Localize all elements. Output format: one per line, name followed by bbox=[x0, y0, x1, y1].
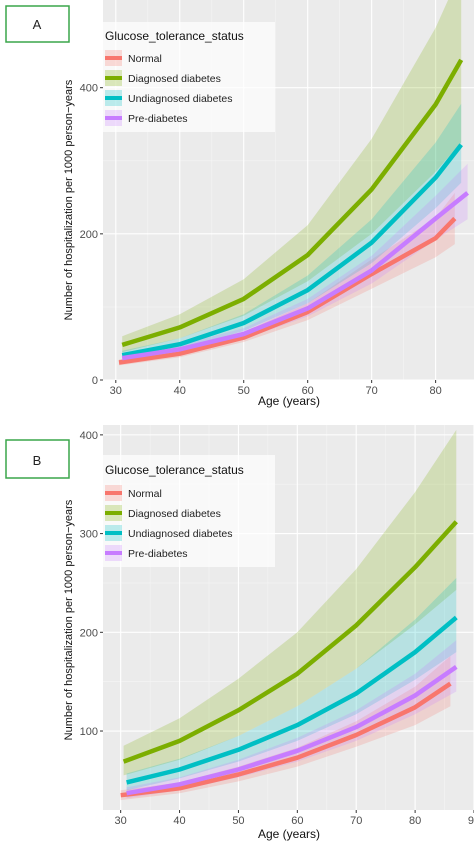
legend-entry-label: Pre-diabetes bbox=[128, 113, 188, 125]
panel-a-legend: Glucose_tolerance_status Normal Diagnosed… bbox=[103, 22, 275, 132]
x-tick-label: 70 bbox=[350, 815, 362, 827]
panel-b-x-axis-title: Age (years) bbox=[258, 827, 320, 841]
panel-b-label-box bbox=[5, 439, 70, 479]
panel-a-tick-labels: 30 40 50 60 70 80 0 200 400 bbox=[80, 83, 442, 397]
x-tick-label: 60 bbox=[302, 385, 314, 397]
confidence-band-normal bbox=[120, 656, 451, 801]
legend-entry-label: Normal bbox=[128, 488, 162, 500]
series-line-pre-diabetes bbox=[126, 665, 458, 796]
confidence-band-undiagnosed-diabetes bbox=[126, 578, 457, 791]
x-tick-label: 80 bbox=[409, 815, 421, 827]
series-line-normal bbox=[118, 216, 457, 365]
confidence-band-pre-diabetes bbox=[122, 163, 468, 361]
panel-b-label: B bbox=[33, 453, 42, 468]
y-tick-label: 200 bbox=[80, 627, 98, 639]
x-tick-label: 40 bbox=[174, 385, 186, 397]
x-tick-label: 60 bbox=[291, 815, 303, 827]
legend-entry-label: Diagnosed diabetes bbox=[128, 73, 221, 85]
panel-a-confidence-bands bbox=[119, 0, 468, 366]
panel-a-x-axis-title: Age (years) bbox=[258, 394, 320, 408]
panel-b-legend-title: Glucose_tolerance_status bbox=[105, 463, 244, 477]
panel-a-label: A bbox=[33, 17, 42, 32]
confidence-band-diagnosed-diabetes bbox=[122, 0, 462, 353]
x-tick-label: 70 bbox=[366, 385, 378, 397]
panel-b-tick-labels: 30 40 50 60 70 80 90 100 200 300 400 bbox=[80, 430, 474, 827]
x-tick-label: 50 bbox=[232, 815, 244, 827]
series-line-pre-diabetes bbox=[121, 191, 470, 361]
series-line-normal bbox=[120, 681, 452, 798]
x-tick-label: 90 bbox=[468, 815, 474, 827]
panel-a-label-box bbox=[5, 5, 70, 43]
series-line-undiagnosed-diabetes bbox=[126, 615, 458, 785]
x-tick-label: 50 bbox=[238, 385, 250, 397]
panel-b-legend-background bbox=[103, 455, 275, 567]
series-line-undiagnosed-diabetes bbox=[121, 143, 463, 358]
legend-entry-label: Diagnosed diabetes bbox=[128, 508, 221, 520]
panel-b: B 30 40 50 60 70 80 90 100 200 300 400 Age (years)… bbox=[5, 425, 474, 841]
panel-a-y-axis-title: Number of hospitalization per 1000 perso… bbox=[63, 79, 75, 320]
x-tick-label: 30 bbox=[115, 815, 127, 827]
y-tick-label: 100 bbox=[80, 726, 98, 738]
y-tick-label: 200 bbox=[80, 229, 98, 241]
panel-b-legend: Glucose_tolerance_status Normal Diagnosed… bbox=[103, 455, 275, 567]
panel-b-series-lines bbox=[120, 520, 458, 798]
x-tick-label: 80 bbox=[429, 385, 441, 397]
x-tick-label: 30 bbox=[110, 385, 122, 397]
series-line-diagnosed-diabetes bbox=[122, 520, 458, 764]
legend-entry-label: Normal bbox=[128, 53, 162, 65]
confidence-band-normal bbox=[119, 192, 455, 366]
x-tick-label: 40 bbox=[173, 815, 185, 827]
series-line-diagnosed-diabetes bbox=[121, 58, 464, 348]
y-tick-label: 0 bbox=[92, 375, 98, 387]
panel-b-y-axis-title: Number of hospitalization per 1000 perso… bbox=[63, 499, 75, 740]
confidence-band-diagnosed-diabetes bbox=[123, 429, 457, 776]
panel-a-legend-background bbox=[103, 22, 275, 132]
y-tick-label: 400 bbox=[80, 83, 98, 95]
legend-entry-label: Undiagnosed diabetes bbox=[128, 93, 233, 105]
y-tick-label: 300 bbox=[80, 529, 98, 541]
panel-a: A 30 40 50 60 70 80 0 200 400 Age (years) Number… bbox=[5, 0, 474, 408]
panel-a-legend-title: Glucose_tolerance_status bbox=[105, 29, 244, 43]
legend-entry-label: Pre-diabetes bbox=[128, 548, 188, 560]
panel-a-series-lines bbox=[118, 58, 470, 365]
confidence-band-undiagnosed-diabetes bbox=[122, 103, 462, 359]
legend-entry-label: Undiagnosed diabetes bbox=[128, 528, 233, 540]
y-tick-label: 400 bbox=[80, 430, 98, 442]
